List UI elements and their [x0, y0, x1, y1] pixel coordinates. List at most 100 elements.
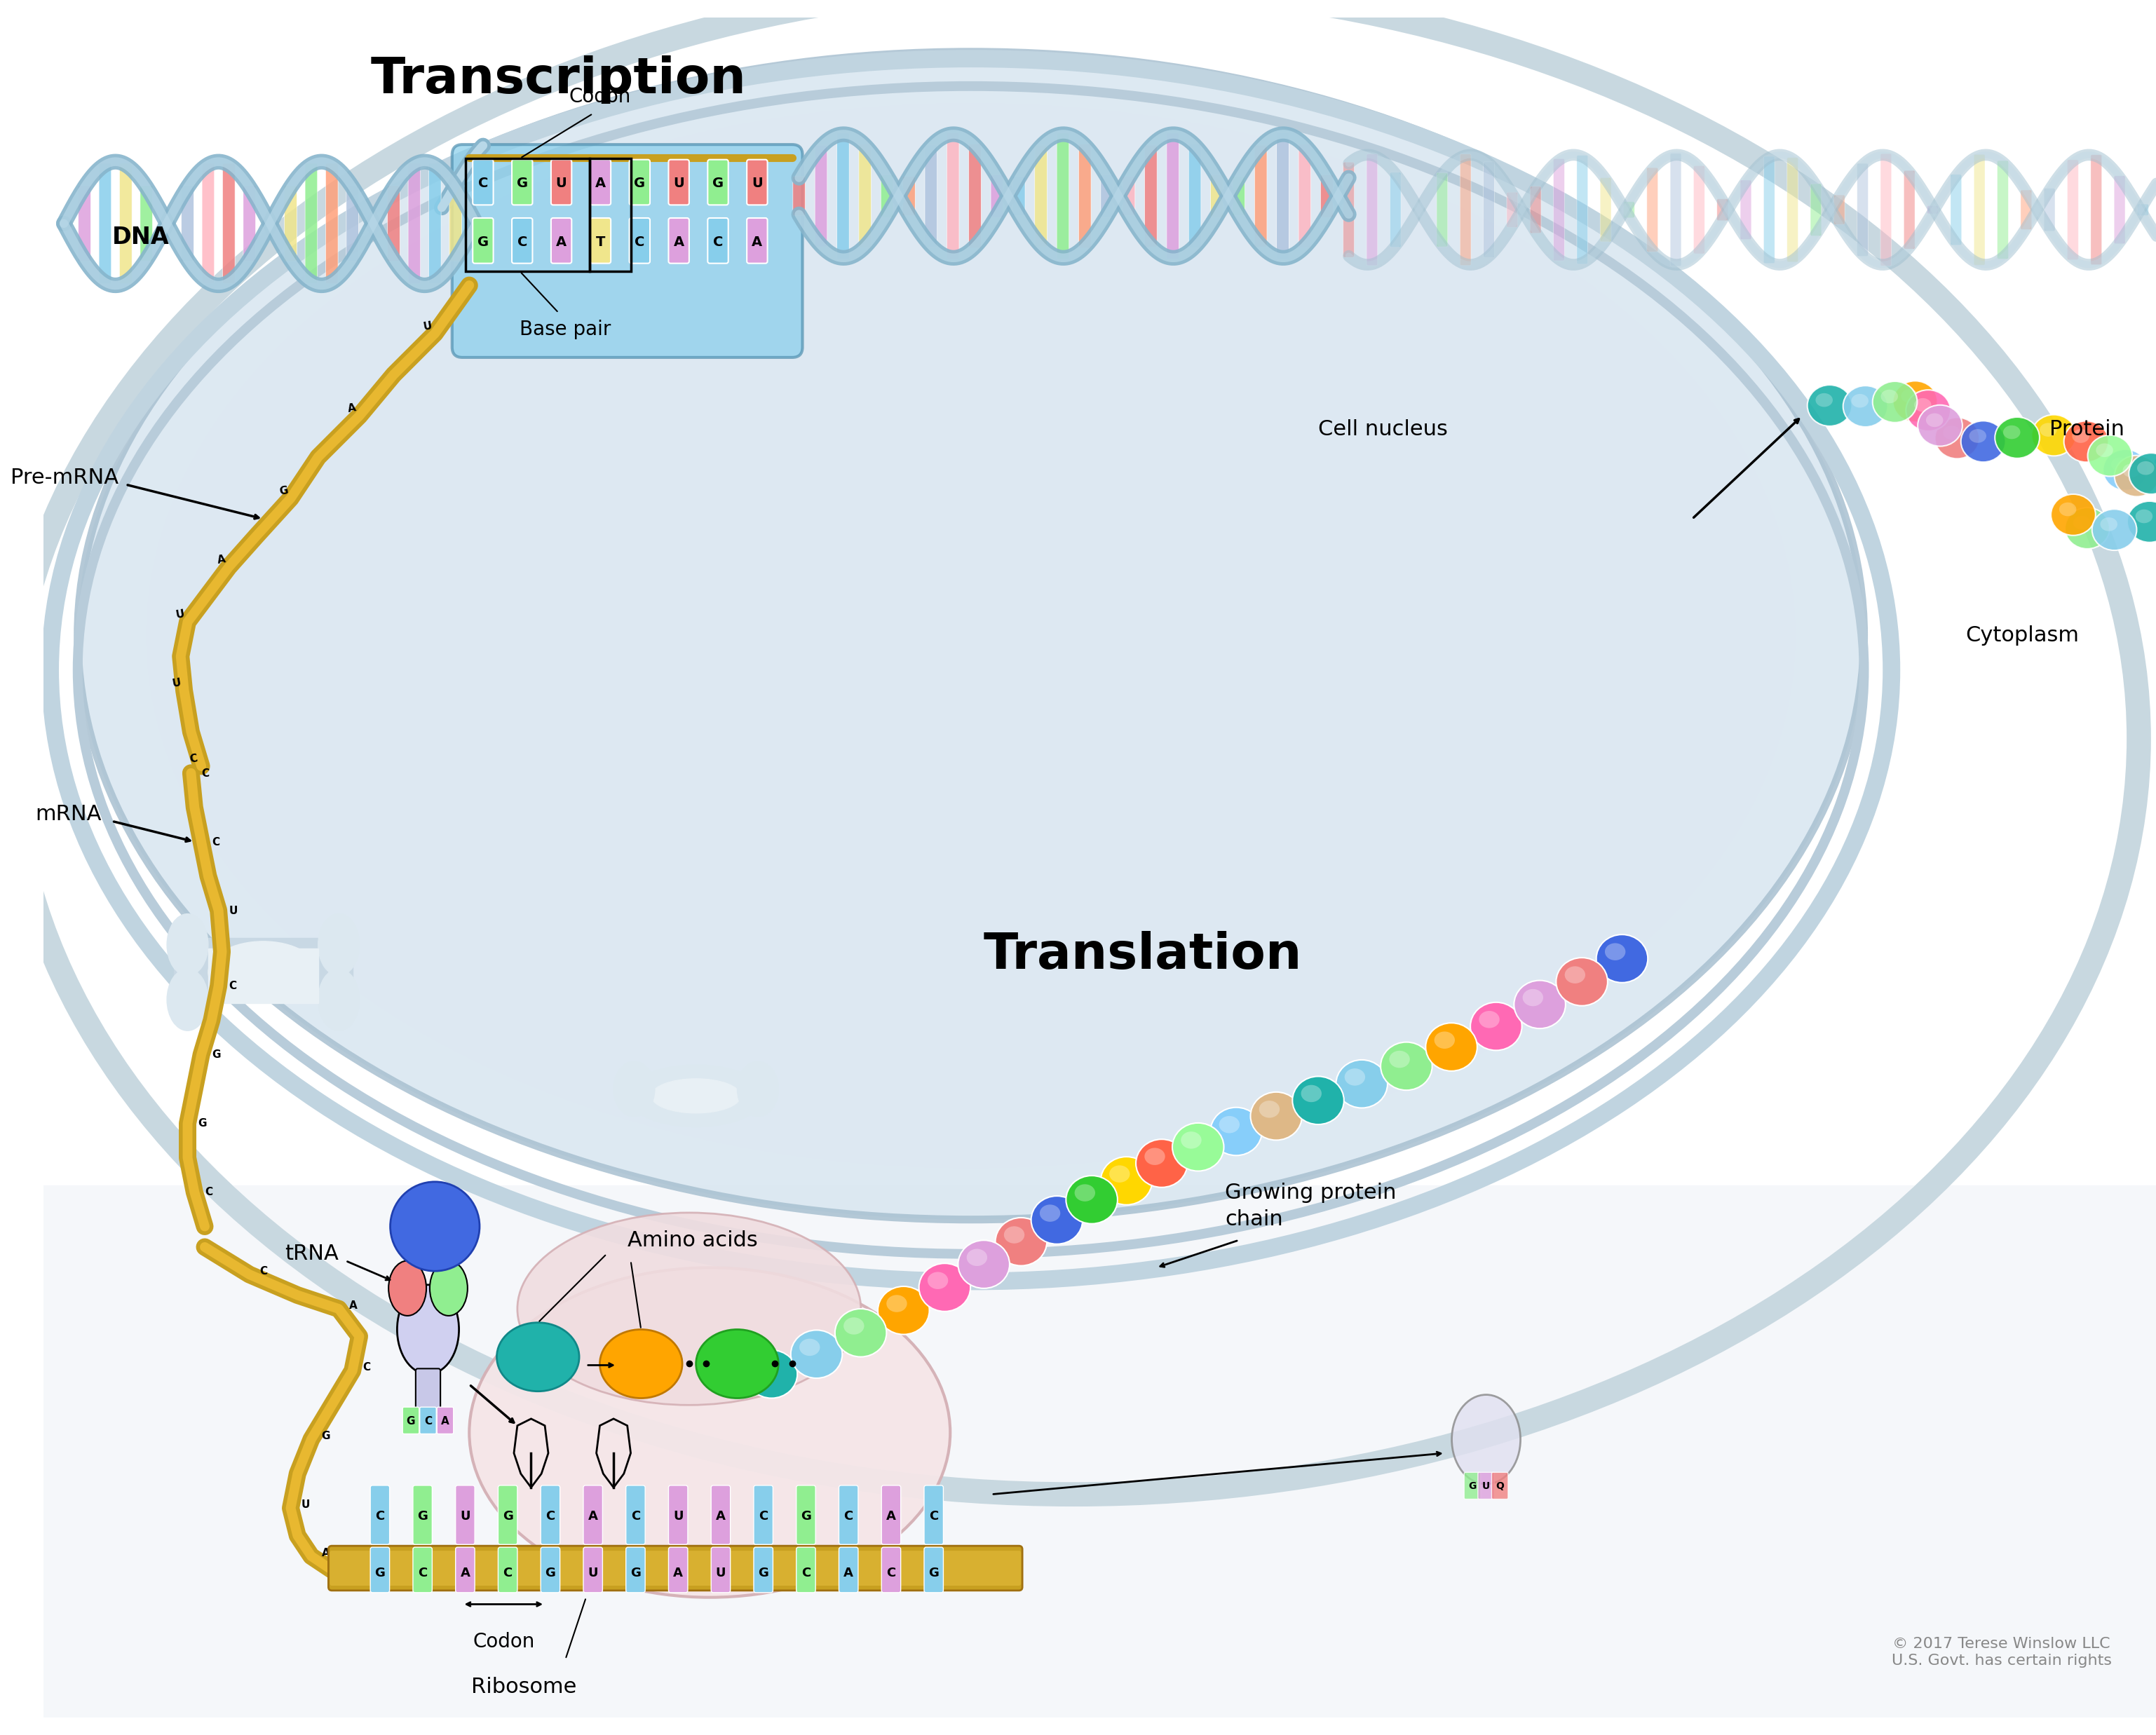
Ellipse shape — [843, 1317, 865, 1334]
FancyBboxPatch shape — [968, 144, 981, 248]
FancyBboxPatch shape — [746, 219, 768, 264]
FancyBboxPatch shape — [429, 163, 442, 283]
Text: C: C — [211, 836, 220, 847]
FancyBboxPatch shape — [222, 163, 235, 283]
Ellipse shape — [2074, 515, 2091, 529]
Text: © 2017 Terese Winslow LLC
U.S. Govt. has certain rights: © 2017 Terese Winslow LLC U.S. Govt. has… — [1891, 1638, 2111, 1667]
Ellipse shape — [1479, 1012, 1501, 1029]
FancyBboxPatch shape — [1787, 158, 1798, 262]
FancyBboxPatch shape — [1102, 175, 1112, 217]
Ellipse shape — [746, 1350, 798, 1398]
Ellipse shape — [1291, 1076, 1343, 1124]
Ellipse shape — [1005, 1227, 1024, 1244]
FancyBboxPatch shape — [1576, 156, 1587, 264]
FancyBboxPatch shape — [711, 1548, 731, 1593]
FancyBboxPatch shape — [328, 1546, 1022, 1591]
Text: Growing protein
chain: Growing protein chain — [1225, 1182, 1397, 1230]
FancyBboxPatch shape — [668, 219, 690, 264]
Bar — [43, 1185, 2156, 1718]
Text: C: C — [190, 753, 198, 765]
Text: C: C — [502, 1567, 513, 1579]
FancyBboxPatch shape — [511, 160, 533, 205]
Ellipse shape — [2128, 453, 2156, 494]
Ellipse shape — [1522, 989, 1544, 1006]
Ellipse shape — [2063, 422, 2109, 462]
Ellipse shape — [1136, 1140, 1188, 1187]
Text: C: C — [362, 1362, 371, 1372]
FancyBboxPatch shape — [668, 1485, 688, 1544]
Text: Cytoplasm: Cytoplasm — [1966, 626, 2078, 645]
Ellipse shape — [166, 914, 209, 975]
Ellipse shape — [78, 52, 1865, 1220]
Text: C: C — [229, 980, 237, 991]
Ellipse shape — [957, 1241, 1009, 1289]
Ellipse shape — [1145, 1149, 1164, 1164]
Ellipse shape — [614, 1062, 655, 1117]
Text: U: U — [172, 677, 181, 689]
Text: A: A — [321, 1548, 330, 1558]
FancyBboxPatch shape — [882, 175, 893, 217]
Text: G: G — [375, 1567, 386, 1579]
Ellipse shape — [927, 1272, 949, 1289]
Ellipse shape — [1425, 1024, 1477, 1070]
FancyBboxPatch shape — [1716, 200, 1727, 220]
Ellipse shape — [209, 942, 319, 1003]
Text: C: C — [375, 1509, 384, 1523]
FancyBboxPatch shape — [414, 1548, 431, 1593]
Ellipse shape — [2152, 449, 2156, 491]
FancyBboxPatch shape — [1035, 146, 1048, 246]
FancyBboxPatch shape — [1647, 168, 1658, 252]
Bar — [175, 939, 351, 992]
Text: G: G — [634, 177, 645, 191]
FancyBboxPatch shape — [1464, 1473, 1481, 1499]
Text: U: U — [752, 177, 763, 191]
Ellipse shape — [1218, 1116, 1240, 1133]
FancyBboxPatch shape — [746, 160, 768, 205]
Ellipse shape — [1434, 1032, 1455, 1048]
Text: DNA: DNA — [112, 226, 170, 248]
Ellipse shape — [800, 1339, 819, 1355]
Ellipse shape — [1380, 1043, 1432, 1090]
FancyBboxPatch shape — [1531, 186, 1542, 232]
FancyBboxPatch shape — [2068, 160, 2078, 260]
FancyBboxPatch shape — [668, 1548, 688, 1593]
Ellipse shape — [1902, 389, 1919, 403]
Ellipse shape — [1039, 1204, 1061, 1221]
FancyBboxPatch shape — [403, 1407, 418, 1433]
FancyBboxPatch shape — [1623, 201, 1634, 217]
Text: G: G — [476, 236, 489, 248]
Bar — [43, 1254, 2156, 1718]
Text: G: G — [278, 486, 289, 496]
Ellipse shape — [737, 1062, 778, 1117]
Text: C: C — [418, 1567, 427, 1579]
FancyBboxPatch shape — [1166, 134, 1179, 259]
FancyBboxPatch shape — [925, 1548, 944, 1593]
FancyBboxPatch shape — [1460, 154, 1470, 265]
Ellipse shape — [651, 1079, 742, 1114]
FancyBboxPatch shape — [2091, 154, 2102, 265]
FancyBboxPatch shape — [78, 186, 91, 262]
Ellipse shape — [1917, 404, 1962, 446]
FancyBboxPatch shape — [1695, 167, 1705, 253]
Text: A: A — [752, 236, 763, 248]
Ellipse shape — [996, 1218, 1048, 1267]
FancyBboxPatch shape — [839, 1485, 858, 1544]
FancyBboxPatch shape — [455, 1548, 474, 1593]
Ellipse shape — [1102, 1157, 1151, 1204]
Ellipse shape — [1925, 413, 1943, 427]
FancyBboxPatch shape — [1740, 180, 1751, 239]
FancyBboxPatch shape — [707, 160, 729, 205]
Ellipse shape — [1815, 394, 1833, 408]
Text: G: G — [502, 1509, 513, 1523]
FancyBboxPatch shape — [1492, 1473, 1507, 1499]
Text: G: G — [759, 1567, 768, 1579]
Ellipse shape — [966, 1249, 987, 1267]
FancyBboxPatch shape — [472, 160, 494, 205]
Text: A: A — [556, 236, 567, 248]
Ellipse shape — [1300, 1084, 1322, 1102]
FancyBboxPatch shape — [2137, 205, 2147, 215]
FancyBboxPatch shape — [1343, 161, 1354, 257]
FancyBboxPatch shape — [552, 160, 571, 205]
FancyBboxPatch shape — [1233, 177, 1244, 215]
Text: C: C — [886, 1567, 895, 1579]
